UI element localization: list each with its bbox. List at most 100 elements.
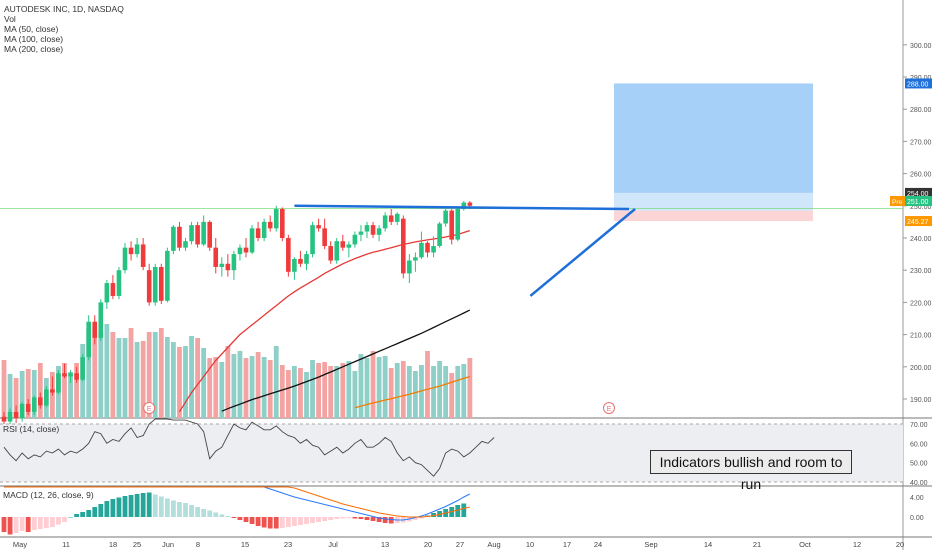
macd-histogram-bar bbox=[152, 494, 158, 517]
candle-body bbox=[98, 302, 104, 338]
macd-histogram-bar bbox=[92, 507, 98, 517]
macd-histogram-bar bbox=[413, 517, 418, 520]
legend-title: AUTODESK INC, 1D, NASDAQ bbox=[4, 4, 124, 14]
candle-body bbox=[298, 258, 303, 264]
volume-bar bbox=[1, 360, 7, 418]
macd-label: MACD (12, 26, close, 9) bbox=[3, 490, 94, 500]
volume-bar bbox=[346, 361, 352, 418]
candle-body bbox=[122, 247, 128, 271]
trendline-resistance bbox=[294, 204, 630, 211]
volume-bar bbox=[171, 342, 176, 418]
macd-histogram-bar bbox=[273, 517, 279, 529]
price-label-bg bbox=[905, 187, 932, 198]
macd-histogram-bar bbox=[255, 517, 261, 526]
macd-histogram-bar bbox=[7, 517, 13, 535]
legend-vol: Vol bbox=[4, 14, 16, 24]
legend-ma100: MA (100, close) bbox=[4, 34, 64, 44]
time-axis-label: 20 bbox=[896, 540, 904, 549]
volume-bar bbox=[292, 366, 297, 418]
volume-bar bbox=[394, 363, 400, 418]
candle-body bbox=[134, 244, 140, 255]
macd-histogram-bar bbox=[461, 503, 467, 517]
target-zone bbox=[614, 83, 813, 193]
volume-bar bbox=[328, 366, 334, 418]
price-tick-label: 270.00 bbox=[910, 139, 932, 146]
candle-body bbox=[165, 250, 170, 301]
macd-histogram-bar bbox=[1, 517, 7, 532]
candle-body bbox=[346, 244, 352, 248]
volume-bar bbox=[177, 347, 182, 418]
candle-body bbox=[219, 263, 225, 267]
annotation-box[interactable]: Indicators bullish and room to run bbox=[650, 450, 852, 492]
macd-histogram-bar bbox=[13, 517, 19, 533]
candle-body bbox=[310, 225, 315, 255]
macd-histogram-bar bbox=[419, 517, 424, 519]
price-label-bg bbox=[905, 216, 932, 227]
macd-histogram-bar bbox=[322, 517, 328, 521]
macd-histogram-bar bbox=[352, 517, 358, 519]
rsi-tick-label: 50.00 bbox=[910, 461, 928, 468]
macd-histogram-bar bbox=[364, 517, 370, 520]
volume-bar bbox=[158, 328, 164, 418]
macd-histogram-bar bbox=[358, 517, 364, 519]
ma100-line bbox=[221, 309, 471, 412]
volume-bar bbox=[183, 346, 188, 418]
time-axis-label: 25 bbox=[133, 540, 141, 549]
price-label-text: 288.00 bbox=[907, 81, 929, 88]
volume-bar bbox=[13, 378, 19, 418]
volume-bar bbox=[74, 363, 79, 418]
volume-bar bbox=[231, 354, 237, 418]
macd-tick-label: 4.00 bbox=[910, 495, 924, 502]
volume-bar bbox=[207, 358, 213, 418]
macd-histogram-bar bbox=[68, 517, 73, 518]
candle-body bbox=[104, 283, 110, 303]
volume-bar bbox=[437, 361, 442, 418]
macd-histogram-bar bbox=[207, 510, 213, 517]
volume-bar bbox=[352, 371, 358, 418]
pre-badge-text: Pre bbox=[892, 199, 903, 206]
candle-body bbox=[437, 223, 442, 247]
trendline-support bbox=[529, 208, 636, 297]
time-axis-label: 24 bbox=[594, 540, 602, 549]
candle-body bbox=[382, 215, 388, 229]
candle-body bbox=[50, 389, 55, 393]
time-axis-label: Jun bbox=[162, 540, 174, 549]
volume-bar bbox=[134, 342, 140, 418]
price-label-bg bbox=[905, 195, 932, 206]
macd-histogram-bar bbox=[74, 514, 79, 517]
volume-bar bbox=[68, 372, 73, 418]
volume-bar bbox=[358, 354, 364, 418]
candle-body bbox=[237, 247, 243, 255]
candle-body bbox=[322, 228, 327, 247]
volume-bar bbox=[62, 363, 67, 418]
price-tick-label: 190.00 bbox=[910, 397, 932, 404]
macd-histogram-bar bbox=[231, 517, 237, 518]
macd-histogram-bar bbox=[158, 496, 164, 517]
time-axis-label: 18 bbox=[109, 540, 117, 549]
candle-body bbox=[56, 373, 61, 393]
price-tick-label: 300.00 bbox=[910, 43, 932, 50]
candle-body bbox=[449, 210, 454, 240]
candle-body bbox=[116, 270, 122, 296]
candle-body bbox=[195, 225, 200, 245]
candle-body bbox=[1, 416, 7, 422]
candle-body bbox=[80, 357, 85, 380]
macd-histogram-bar bbox=[261, 517, 267, 528]
candle-body bbox=[249, 228, 255, 253]
price-tick-label: 200.00 bbox=[910, 365, 932, 372]
volume-bar bbox=[213, 357, 219, 418]
macd-histogram-bar bbox=[140, 493, 146, 517]
macd-histogram-bar bbox=[128, 495, 134, 517]
volume-bar bbox=[249, 356, 255, 418]
candle-body bbox=[455, 209, 461, 240]
macd-tick-label: 0.00 bbox=[910, 515, 924, 522]
macd-histogram-bar bbox=[316, 517, 321, 522]
volume-bar bbox=[425, 351, 430, 418]
time-axis-label: Oct bbox=[799, 540, 812, 549]
candle-body bbox=[286, 238, 291, 272]
pre-badge bbox=[890, 195, 905, 206]
rsi-tick-label: 70.00 bbox=[910, 422, 928, 429]
volume-bar bbox=[164, 337, 170, 418]
macd-histogram-bar bbox=[195, 507, 200, 517]
